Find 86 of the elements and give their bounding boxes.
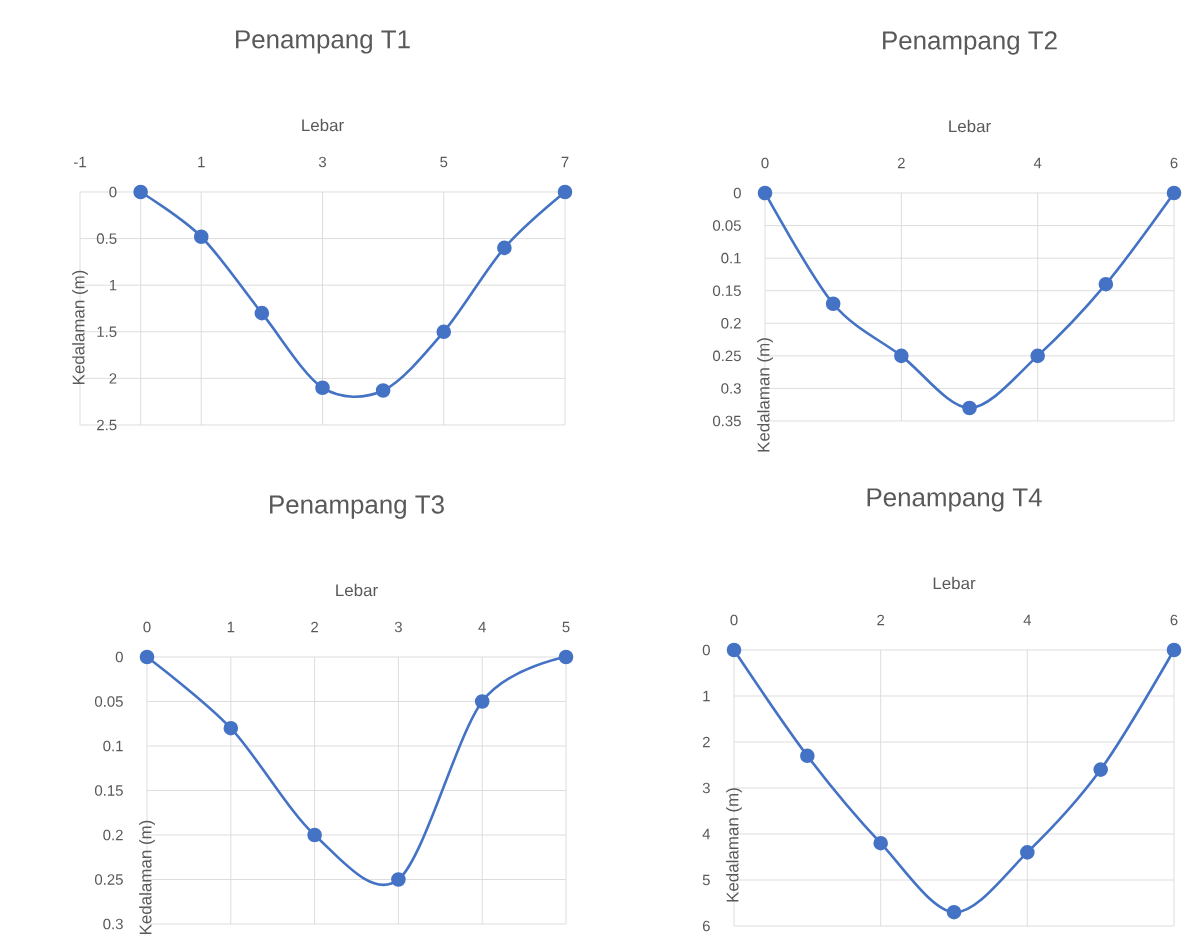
point [254,305,270,321]
x-axis-title: Lebar [336,583,378,597]
y-tick-label: 5 [702,874,710,886]
y-tick-label: 0.5 [96,233,117,244]
point [1098,276,1114,292]
y-tick-label: 0.2 [721,317,741,329]
x-axis-title: Lebar [302,118,344,132]
x-tick-label: 4 [1023,614,1032,626]
y-tick-label: 2 [702,736,710,748]
y-tick-label: 0.1 [721,252,741,264]
point [497,240,512,256]
y-tick-label: 1.5 [97,326,117,337]
point [133,184,148,200]
y-tick-label: 0 [109,186,117,198]
x-tick-label: 2 [311,621,319,633]
y-tick-label: 0.35 [712,415,741,427]
x-tick-label: 2 [877,614,885,626]
chart-title: Penampang T4 [867,488,1042,512]
y-tick-label: 4 [702,828,711,840]
point [193,229,209,245]
y-tick-label: 0.3 [103,918,123,930]
point [1093,762,1108,777]
y-tick-label: 0.05 [712,220,741,231]
point [557,184,573,200]
point [223,720,239,736]
y-tick-label: 0.25 [94,874,123,885]
point [1020,845,1035,860]
y-tick-label: 0.15 [712,285,741,296]
y-axis-title: Kedalaman (m) [726,788,742,902]
y-tick-label: 0 [702,644,710,656]
y-axis-title: Kedalaman (m) [757,338,773,452]
x-tick-label: 4 [478,621,486,633]
point [436,324,452,340]
chart-title: Penampang T1 [236,30,410,54]
x-axis-title: Lebar [933,576,976,590]
chart-title: Penampang T3 [270,495,444,519]
y-tick-label: 0.05 [94,696,123,707]
x-tick-label: 0 [761,157,769,169]
y-tick-label: 2 [109,373,117,384]
x-tick-label: 3 [318,156,326,168]
x-tick-label: 3 [394,621,402,633]
point [307,827,322,843]
point [315,380,330,396]
x-tick-label: 0 [143,621,151,633]
x-axis-title: Lebar [949,119,991,133]
x-tick-label: 6 [1170,614,1178,626]
point [391,872,406,887]
y-tick-label: 0.1 [103,740,123,752]
y-tick-label: 1 [109,280,117,291]
point [558,649,574,665]
point [1166,185,1182,201]
y-tick-label: 3 [702,782,710,794]
x-tick-label: 2 [897,157,905,169]
x-tick-label: 4 [1033,157,1042,169]
x-tick-label: 5 [562,621,570,633]
y-tick-label: 0.25 [712,350,741,362]
y-tick-label: 0.15 [94,785,123,796]
point [375,383,391,398]
x-tick-label: 6 [1170,157,1178,169]
x-tick-label: 1 [198,156,205,168]
x-tick-label: 1 [227,621,235,633]
point [962,400,977,416]
y-tick-label: 0.2 [103,829,123,841]
point [946,904,962,920]
y-tick-label: 0 [733,187,741,199]
y-tick-label: 1 [703,690,710,702]
y-tick-label: 0.3 [721,383,741,394]
point [873,835,888,851]
point [726,642,742,658]
point [757,185,773,201]
point [800,748,815,764]
point [474,694,490,709]
point [894,348,909,364]
point [825,296,841,312]
x-tick-label: 5 [440,156,448,168]
y-axis-title: Kedalaman (m) [72,270,88,384]
point [139,649,155,665]
chart-title: Penampang T2 [883,31,1057,55]
x-tick-label: -1 [74,156,86,168]
y-tick-label: 0 [115,651,123,663]
y-axis-title: Kedalaman (m) [139,820,155,934]
y-tick-label: 2.5 [97,419,117,431]
x-tick-label: 7 [561,156,569,168]
y-tick-label: 6 [702,920,710,932]
point [1030,348,1045,364]
point [1166,642,1182,658]
